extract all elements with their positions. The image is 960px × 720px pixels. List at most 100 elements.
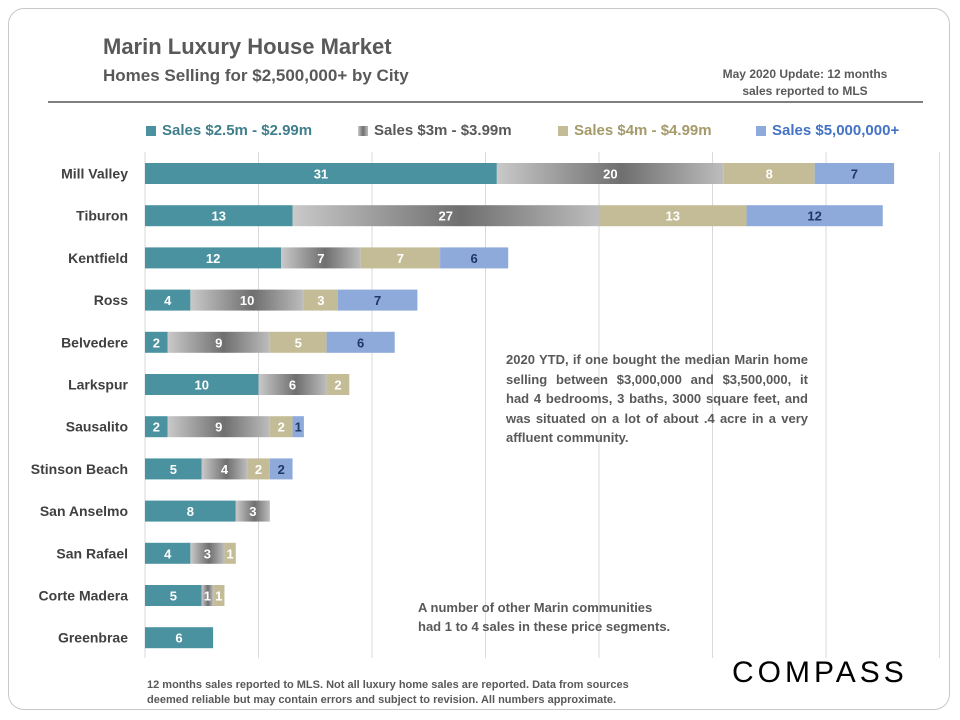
data-label-corte-madera-sales-2-5m-2-99m: 5 <box>170 589 177 604</box>
data-label-sausalito-sales-2-5m-2-99m: 2 <box>153 420 160 435</box>
data-label-kentfield-sales-5-000-000: 6 <box>471 251 478 266</box>
bar-belvedere-sales-4m-4-99m <box>269 331 327 353</box>
other-communities-line-2: had 1 to 4 sales in these price segments… <box>418 619 671 634</box>
bar-tiburon-sales-3m-3-99m <box>292 205 599 227</box>
data-label-stinson-beach-sales-5-000-000: 2 <box>278 462 285 477</box>
bar-kentfield-sales-4m-4-99m <box>360 247 441 269</box>
data-label-larkspur-sales-3m-3-99m: 6 <box>289 378 296 393</box>
median-home-note: 2020 YTD, if one bought the median Marin… <box>506 352 808 445</box>
bar-corte-madera-sales-4m-4-99m <box>213 585 225 606</box>
bar-stinson-beach-sales-2-5m-2-99m <box>145 458 202 480</box>
bar-larkspur-sales-2-5m-2-99m <box>145 374 259 395</box>
bar-kentfield-sales-3m-3-99m <box>281 247 361 269</box>
data-label-stinson-beach-sales-3m-3-99m: 4 <box>221 462 229 477</box>
data-label-larkspur-sales-2-5m-2-99m: 10 <box>195 378 209 393</box>
bar-belvedere-sales-3m-3-99m <box>167 331 270 353</box>
data-label-mill-valley-sales-4m-4-99m: 8 <box>766 167 773 182</box>
category-label-mill-valley: Mill Valley <box>61 166 128 182</box>
bar-stinson-beach-sales-3m-3-99m <box>201 458 248 480</box>
footer-line-2: deemed reliable but may contain errors a… <box>147 694 617 706</box>
bar-stinson-beach-sales-4m-4-99m <box>247 458 270 480</box>
data-label-san-rafael-sales-3m-3-99m: 3 <box>204 546 211 561</box>
category-label-tiburon: Tiburon <box>76 208 128 224</box>
data-label-ross-sales-4m-4-99m: 3 <box>317 293 324 308</box>
data-label-stinson-beach-sales-2-5m-2-99m: 5 <box>170 462 177 477</box>
bar-sausalito-sales-4m-4-99m <box>269 416 293 438</box>
legend-swatch <box>358 125 368 136</box>
bar-kentfield-sales-2-5m-2-99m <box>145 247 282 269</box>
data-label-sausalito-sales-3m-3-99m: 9 <box>215 420 222 435</box>
bar-belvedere-sales-2-5m-2-99m <box>145 331 168 353</box>
data-label-san-anselmo-sales-2-5m-2-99m: 8 <box>187 504 194 519</box>
footer-line-1: 12 months sales reported to MLS. Not all… <box>147 679 629 691</box>
chart-subtitle: Homes Selling for $2,500,000+ by City <box>103 66 409 85</box>
bar-mill-valley-sales-2-5m-2-99m <box>145 163 497 184</box>
bar-corte-madera-sales-2-5m-2-99m <box>145 585 202 606</box>
slide-frame <box>8 8 950 710</box>
bar-greenbrae-sales-2-5m-2-99m <box>145 627 214 649</box>
data-label-kentfield-sales-2-5m-2-99m: 12 <box>206 251 220 266</box>
data-label-ross-sales-3m-3-99m: 10 <box>240 293 254 308</box>
legend-label: Sales $5,000,000+ <box>772 122 900 139</box>
legend-swatch <box>558 125 568 136</box>
bar-sausalito-sales-2-5m-2-99m <box>145 416 168 438</box>
bar-stinson-beach-sales-5-000-000 <box>269 458 293 480</box>
bar-larkspur-sales-3m-3-99m <box>258 374 327 395</box>
category-label-kentfield: Kentfield <box>68 250 128 266</box>
legend-item-sales-5-000-000: Sales $5,000,000+ <box>756 122 899 139</box>
bar-mill-valley-sales-5-000-000 <box>814 163 895 184</box>
update-line-1: May 2020 Update: 12 months <box>722 67 888 81</box>
bar-san-rafael-sales-2-5m-2-99m <box>145 542 191 564</box>
data-label-belvedere-sales-5-000-000: 6 <box>357 335 364 350</box>
chart-title: Marin Luxury House Market <box>103 34 392 59</box>
bar-sausalito-sales-3m-3-99m <box>167 416 270 438</box>
data-label-larkspur-sales-4m-4-99m: 2 <box>334 378 341 393</box>
legend-label: Sales $2.5m - $2.99m <box>162 122 313 139</box>
category-label-belvedere: Belvedere <box>61 334 128 350</box>
data-label-tiburon-sales-2-5m-2-99m: 13 <box>212 209 226 224</box>
bar-san-anselmo-sales-3m-3-99m <box>235 500 270 522</box>
data-label-mill-valley-sales-2-5m-2-99m: 31 <box>314 167 328 182</box>
bar-belvedere-sales-5-000-000 <box>326 331 395 353</box>
bar-mill-valley-sales-4m-4-99m <box>723 163 815 184</box>
data-label-corte-madera-sales-3m-3-99m: 1 <box>204 589 211 604</box>
bar-san-rafael-sales-4m-4-99m <box>224 542 236 564</box>
bar-ross-sales-3m-3-99m <box>190 289 304 311</box>
footer-disclaimer: 12 months sales reported to MLS. Not all… <box>147 678 687 708</box>
category-label-ross: Ross <box>94 292 128 308</box>
data-label-belvedere-sales-3m-3-99m: 9 <box>215 335 222 350</box>
bar-corte-madera-sales-3m-3-99m <box>201 585 214 606</box>
update-note: May 2020 Update: 12 months sales reporte… <box>700 66 910 100</box>
category-label-san-anselmo: San Anselmo <box>40 503 128 519</box>
other-communities-note: A number of other Marin communities had … <box>418 598 718 636</box>
bar-tiburon-sales-5-000-000 <box>746 205 883 227</box>
data-label-mill-valley-sales-5-000-000: 7 <box>851 167 858 182</box>
data-label-ross-sales-2-5m-2-99m: 4 <box>164 293 172 308</box>
category-label-larkspur: Larkspur <box>68 377 128 393</box>
data-label-tiburon-sales-4m-4-99m: 13 <box>666 209 680 224</box>
header-divider <box>48 101 923 103</box>
data-label-san-anselmo-sales-3m-3-99m: 3 <box>249 504 256 519</box>
data-label-sausalito-sales-4m-4-99m: 2 <box>278 420 285 435</box>
bar-ross-sales-4m-4-99m <box>303 289 338 311</box>
data-label-tiburon-sales-5-000-000: 12 <box>807 209 821 224</box>
data-label-stinson-beach-sales-4m-4-99m: 2 <box>255 462 262 477</box>
data-label-san-rafael-sales-2-5m-2-99m: 4 <box>164 546 172 561</box>
category-label-stinson-beach: Stinson Beach <box>31 461 128 477</box>
legend-item-sales-2-5m-2-99m: Sales $2.5m - $2.99m <box>146 122 312 139</box>
category-label-sausalito: Sausalito <box>66 419 128 435</box>
data-label-san-rafael-sales-4m-4-99m: 1 <box>227 546 234 561</box>
bar-tiburon-sales-2-5m-2-99m <box>145 205 293 227</box>
legend-label: Sales $4m - $4.99m <box>574 122 712 139</box>
category-label-corte-madera: Corte Madera <box>39 588 129 604</box>
bar-kentfield-sales-5-000-000 <box>440 247 509 269</box>
data-label-kentfield-sales-3m-3-99m: 7 <box>317 251 324 266</box>
chart-legend: Sales $2.5m - $2.99m Sales $3m - $3.99m Sa… <box>0 122 960 142</box>
update-line-2: sales reported to MLS <box>742 84 868 98</box>
legend-label: Sales $3m - $3.99m <box>374 122 512 139</box>
data-label-sausalito-sales-5-000-000: 1 <box>295 420 302 435</box>
data-label-kentfield-sales-4m-4-99m: 7 <box>397 251 404 266</box>
category-label-greenbrae: Greenbrae <box>58 630 128 646</box>
compass-logo: COMPASS <box>732 656 908 689</box>
